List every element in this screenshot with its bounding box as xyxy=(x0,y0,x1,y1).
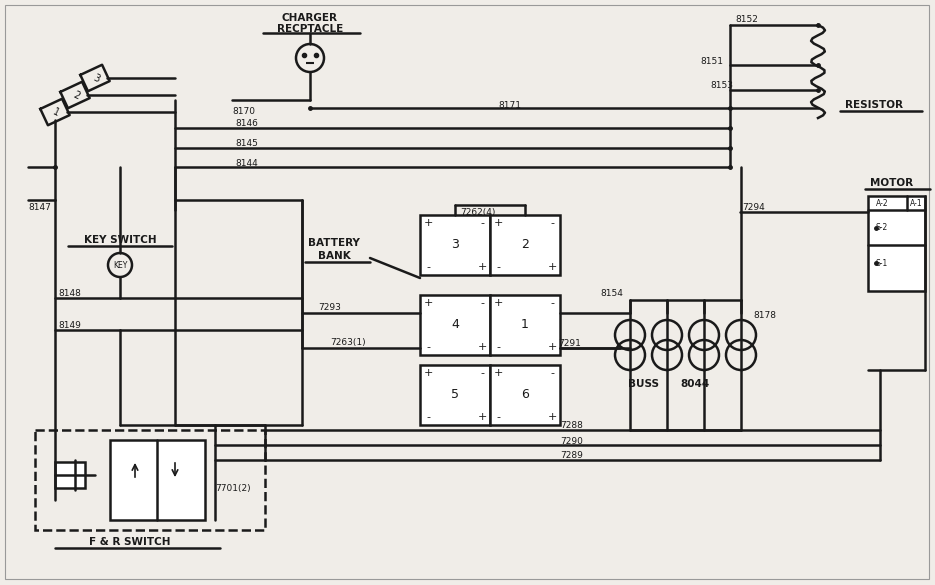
Text: -: - xyxy=(550,218,554,228)
Text: -: - xyxy=(550,298,554,308)
Text: 8149: 8149 xyxy=(58,322,80,331)
Bar xyxy=(490,215,560,275)
Text: -: - xyxy=(426,412,430,422)
Text: 5: 5 xyxy=(451,388,459,401)
Text: +: + xyxy=(424,368,433,378)
Text: KEY: KEY xyxy=(113,260,127,270)
Text: 7289: 7289 xyxy=(560,452,583,460)
Text: BANK: BANK xyxy=(318,251,351,261)
Text: BATTERY: BATTERY xyxy=(308,238,360,248)
Text: 8151: 8151 xyxy=(700,57,723,66)
Text: +: + xyxy=(494,218,503,228)
Text: -: - xyxy=(480,368,484,378)
Text: CHARGER: CHARGER xyxy=(282,13,338,23)
Text: 7288: 7288 xyxy=(560,422,583,431)
Text: F & R SWITCH: F & R SWITCH xyxy=(89,537,171,547)
Text: 4: 4 xyxy=(451,318,459,332)
Text: +: + xyxy=(477,262,487,272)
Text: -: - xyxy=(426,342,430,352)
Text: -: - xyxy=(550,368,554,378)
Bar xyxy=(420,215,490,275)
Text: 8154: 8154 xyxy=(600,288,623,298)
Bar xyxy=(868,196,925,291)
Text: 8144: 8144 xyxy=(235,159,258,167)
Bar xyxy=(420,365,490,425)
Text: -: - xyxy=(480,298,484,308)
Text: A-1: A-1 xyxy=(910,198,923,208)
Text: 1: 1 xyxy=(521,318,529,332)
Text: 6: 6 xyxy=(521,388,529,401)
Text: -: - xyxy=(496,262,500,272)
Text: 8148: 8148 xyxy=(58,290,80,298)
Bar xyxy=(55,462,85,488)
Text: 7701(2): 7701(2) xyxy=(215,483,251,493)
Text: 3: 3 xyxy=(451,239,459,252)
Text: 7293: 7293 xyxy=(318,304,341,312)
Text: A-2: A-2 xyxy=(876,198,888,208)
Bar xyxy=(490,365,560,425)
Text: 7262(4): 7262(4) xyxy=(460,208,496,216)
Text: MOTOR: MOTOR xyxy=(870,178,913,188)
Text: 3: 3 xyxy=(91,73,101,85)
Text: 8153: 8153 xyxy=(710,81,733,91)
Text: 8145: 8145 xyxy=(235,139,258,149)
Text: +: + xyxy=(424,218,433,228)
Text: 2: 2 xyxy=(71,90,81,102)
Text: 8171: 8171 xyxy=(498,102,521,111)
Bar xyxy=(110,440,205,520)
Text: 8170: 8170 xyxy=(232,108,255,116)
Text: +: + xyxy=(494,298,503,308)
Text: +: + xyxy=(494,368,503,378)
Text: +: + xyxy=(547,342,556,352)
Text: 7263(1): 7263(1) xyxy=(330,339,366,347)
Bar xyxy=(420,295,490,355)
Text: 8146: 8146 xyxy=(235,119,258,129)
Text: -: - xyxy=(496,412,500,422)
Text: +: + xyxy=(547,262,556,272)
Bar xyxy=(35,430,265,530)
Text: KEY SWITCH: KEY SWITCH xyxy=(84,235,156,245)
Text: 8044: 8044 xyxy=(680,379,710,389)
Text: 8152: 8152 xyxy=(735,15,758,25)
Text: BUSS: BUSS xyxy=(628,379,659,389)
Text: +: + xyxy=(477,412,487,422)
Text: 7294: 7294 xyxy=(742,202,765,212)
Text: S-1: S-1 xyxy=(876,259,888,267)
Text: -: - xyxy=(496,342,500,352)
Bar xyxy=(490,295,560,355)
Text: 1: 1 xyxy=(51,107,61,119)
Text: S-2: S-2 xyxy=(876,223,888,232)
Text: -: - xyxy=(426,262,430,272)
Text: +: + xyxy=(424,298,433,308)
Text: +: + xyxy=(477,342,487,352)
Text: RESISTOR: RESISTOR xyxy=(845,100,903,110)
Text: +: + xyxy=(547,412,556,422)
Text: 7291: 7291 xyxy=(558,339,581,347)
Text: 7290: 7290 xyxy=(560,436,583,446)
Text: 8178: 8178 xyxy=(753,311,776,319)
Text: 8147: 8147 xyxy=(28,202,50,212)
Text: RECPTACLE: RECPTACLE xyxy=(277,24,343,34)
Text: -: - xyxy=(480,218,484,228)
Text: 2: 2 xyxy=(521,239,529,252)
